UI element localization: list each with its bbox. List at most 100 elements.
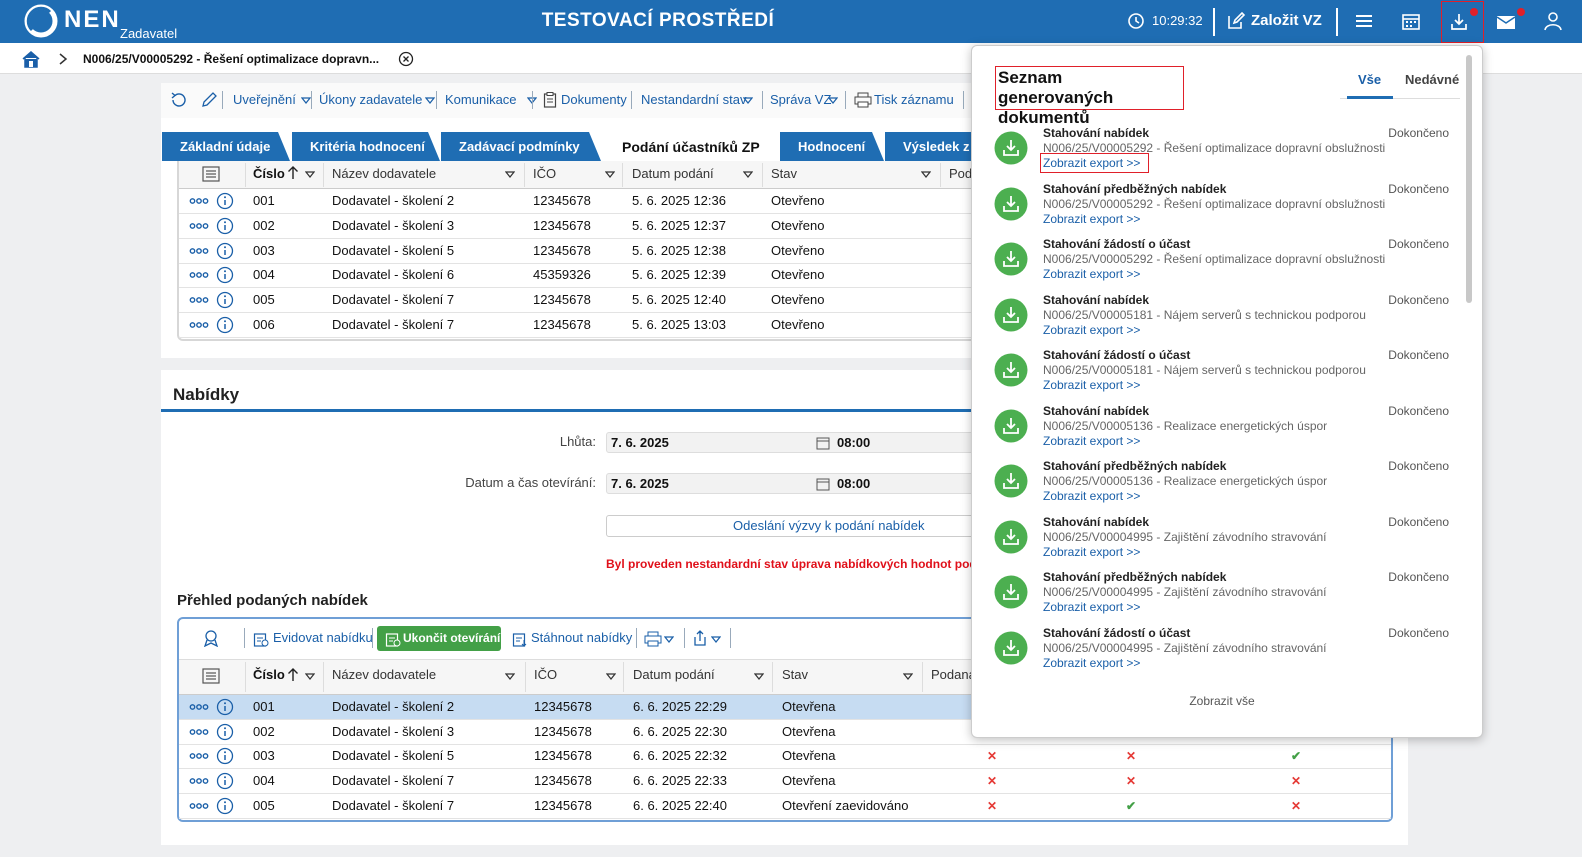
filter-caret[interactable] — [305, 169, 315, 179]
row-info-icon[interactable] — [216, 217, 234, 235]
row-menu-icon[interactable] — [189, 321, 209, 329]
row-info-icon[interactable] — [216, 747, 234, 765]
column-header[interactable]: Podaná — [931, 667, 976, 682]
popup-tab[interactable]: Nedávné — [1405, 72, 1460, 87]
column-separator — [323, 662, 324, 692]
icon-part — [816, 478, 830, 491]
tab[interactable]: Zadávací podmínky — [441, 132, 601, 161]
filter-caret[interactable] — [921, 169, 931, 179]
column-header[interactable]: Pod — [949, 166, 973, 181]
table-cell: 5. 6. 2025 12:38 — [632, 242, 726, 258]
row-menu-icon[interactable] — [189, 222, 209, 230]
export-link[interactable]: Zobrazit export >> — [1043, 544, 1141, 559]
table-header — [179, 161, 1007, 189]
export-link[interactable]: Zobrazit export >> — [1043, 489, 1141, 503]
icon-part — [202, 778, 209, 784]
table-cell: Otevřena — [782, 773, 836, 789]
mail-icon[interactable] — [1496, 14, 1516, 30]
table-cell: Dodavatel - školení 3 — [332, 217, 455, 233]
filter-caret[interactable] — [505, 671, 515, 681]
refresh-icon[interactable] — [169, 91, 187, 109]
close-icon[interactable] — [398, 51, 414, 67]
row-info-icon[interactable] — [216, 266, 234, 284]
filter-caret[interactable] — [903, 671, 913, 681]
calendar-icon[interactable] — [816, 436, 830, 450]
filter-caret[interactable] — [505, 169, 515, 179]
icon-part — [1003, 362, 1019, 378]
row-menu-icon[interactable] — [189, 271, 209, 279]
tab[interactable]: Hodnocení — [780, 132, 884, 161]
column-header[interactable]: Stav — [782, 667, 809, 682]
tab[interactable]: Základní údaje — [162, 132, 290, 161]
column-header[interactable]: IČO — [533, 166, 557, 181]
row-info-icon[interactable] — [216, 192, 234, 210]
export-link[interactable]: Zobrazit export >> — [1043, 156, 1141, 170]
toolbar-item[interactable]: Úkony zadavatele — [319, 92, 423, 107]
column-header[interactable]: IČO — [534, 667, 558, 682]
column-settings-icon[interactable] — [202, 166, 220, 182]
icon-part — [398, 51, 414, 67]
user-icon[interactable] — [1544, 11, 1562, 31]
row-info-icon[interactable] — [216, 291, 234, 309]
print-icon[interactable] — [644, 631, 662, 647]
row-info-icon[interactable] — [216, 797, 234, 815]
calendar-icon[interactable] — [816, 477, 830, 491]
export-link[interactable]: Zobrazit export >> — [1043, 267, 1141, 281]
toolbar-item[interactable]: Uveřejnění — [233, 92, 296, 107]
row-info-icon[interactable] — [216, 242, 234, 260]
toolbar-item[interactable]: Tisk záznamu — [874, 92, 954, 107]
column-settings-icon[interactable] — [202, 668, 220, 684]
toolbar-item[interactable]: Správa VZ — [770, 92, 832, 107]
filter-caret[interactable] — [754, 671, 764, 681]
row-info-icon[interactable] — [216, 772, 234, 790]
calendar-icon[interactable] — [1401, 11, 1421, 31]
show-all-link[interactable]: Zobrazit vše — [1189, 694, 1255, 708]
export-link[interactable]: Zobrazit export >> — [1043, 655, 1141, 670]
tab[interactable]: Podání účastníků ZP — [602, 132, 778, 161]
register-button[interactable]: Evidovat nabídku — [273, 630, 373, 645]
export-link[interactable]: Zobrazit export >> — [1043, 433, 1141, 448]
export-icon[interactable] — [692, 630, 708, 646]
column-header[interactable]: Název dodavatele — [332, 667, 437, 682]
row-menu-icon[interactable] — [189, 802, 209, 810]
row-menu-icon[interactable] — [189, 777, 209, 785]
edit-icon[interactable] — [1226, 11, 1246, 31]
menu-icon[interactable] — [1354, 12, 1374, 30]
toolbar-item[interactable]: Dokumenty — [561, 92, 627, 107]
popup-tab[interactable]: Vše — [1358, 72, 1382, 87]
finish-button[interactable]: Ukončit otevírání — [403, 631, 501, 645]
edit-icon[interactable] — [200, 91, 218, 109]
filter-caret[interactable] — [605, 169, 615, 179]
row-info-icon[interactable] — [216, 723, 234, 741]
export-link[interactable]: Zobrazit export >> — [1043, 378, 1141, 392]
row-info-icon[interactable] — [216, 316, 234, 334]
column-header[interactable]: Číslo — [253, 166, 285, 181]
column-header[interactable]: Datum podání — [632, 166, 714, 181]
download-icon[interactable] — [1449, 12, 1469, 32]
row-menu-icon[interactable] — [189, 752, 209, 760]
filter-caret[interactable] — [606, 671, 616, 681]
home-icon[interactable] — [21, 50, 41, 68]
row-menu-icon[interactable] — [189, 728, 209, 736]
tab[interactable]: Kritéria hodnocení — [292, 132, 440, 161]
column-header[interactable]: Název dodavatele — [332, 166, 437, 181]
send-button[interactable]: Odeslání výzvy k podání nabídek — [606, 515, 1038, 537]
create-button[interactable]: Založit VZ — [1251, 12, 1322, 29]
download-offers-button[interactable]: Stáhnout nabídky — [531, 630, 633, 645]
export-link[interactable]: Zobrazit export >> — [1043, 211, 1141, 226]
export-link[interactable]: Zobrazit export >> — [1043, 600, 1141, 614]
filter-caret[interactable] — [743, 169, 753, 179]
row-menu-icon[interactable] — [189, 247, 209, 255]
row-menu-icon[interactable] — [189, 197, 209, 205]
column-header[interactable]: Stav — [771, 166, 798, 181]
export-link[interactable]: Zobrazit export >> — [1043, 322, 1141, 337]
filter-caret[interactable] — [305, 671, 315, 681]
column-header[interactable]: Číslo — [253, 667, 285, 682]
toolbar-item[interactable]: Komunikace — [445, 92, 517, 107]
row-menu-icon[interactable] — [189, 296, 209, 304]
toolbar-item[interactable]: Nestandardní stav — [641, 92, 747, 107]
row-info-icon[interactable] — [216, 698, 234, 716]
badge-icon[interactable] — [202, 629, 220, 647]
column-header[interactable]: Datum podání — [633, 667, 715, 682]
row-menu-icon[interactable] — [189, 703, 209, 711]
